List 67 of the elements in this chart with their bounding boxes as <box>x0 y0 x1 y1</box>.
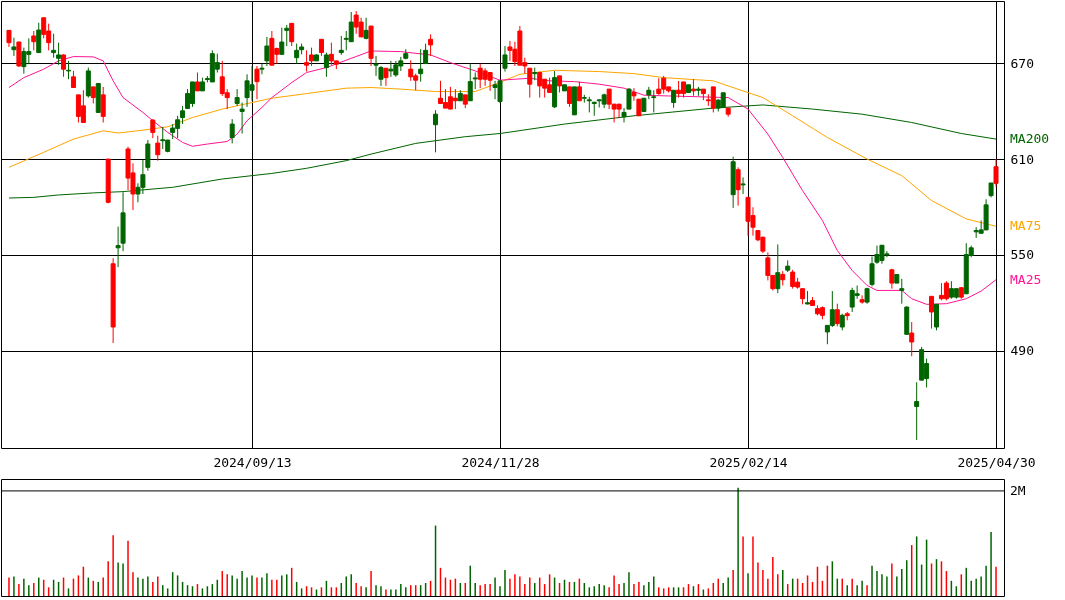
candlestick <box>56 42 62 66</box>
candlestick <box>284 24 290 47</box>
candlestick <box>775 243 781 294</box>
candlestick <box>909 321 915 357</box>
series-label: MA200 <box>1010 131 1050 147</box>
candlestick <box>735 166 741 207</box>
candlestick <box>348 11 354 43</box>
y-tick-label: 610 <box>1010 151 1034 167</box>
y-tick-label: 490 <box>1010 343 1034 359</box>
candlestick <box>502 45 508 73</box>
candlestick <box>467 63 473 102</box>
candlestick <box>41 17 47 39</box>
line-series <box>8 50 997 305</box>
candlestick <box>51 33 57 59</box>
candlestick <box>264 36 270 67</box>
line-series <box>8 69 997 227</box>
candlestick <box>11 37 17 57</box>
candlestick <box>31 30 37 51</box>
candlestick <box>304 49 310 73</box>
candlestick <box>155 135 161 162</box>
candlestick <box>180 105 186 125</box>
candlestick <box>943 280 949 301</box>
candlestick <box>537 71 543 99</box>
candlestick <box>899 278 905 305</box>
candlestick <box>279 27 285 55</box>
candlestick <box>527 67 533 99</box>
candlestick <box>423 43 429 65</box>
candlestick <box>606 88 612 110</box>
x-tick-label: 2024/09/13 <box>213 454 292 470</box>
candlestick <box>418 48 424 83</box>
candlestick <box>289 22 295 47</box>
series-label: MA75 <box>1010 218 1042 234</box>
candlestick <box>16 41 22 68</box>
candlestick <box>790 269 796 290</box>
candlestick <box>254 65 260 100</box>
candlestick <box>100 86 106 123</box>
y-tick-label: 670 <box>1010 55 1034 71</box>
candlestick <box>433 109 439 153</box>
candlestick <box>576 81 582 102</box>
candlestick <box>36 22 42 54</box>
ref-line-label: 2M <box>1010 482 1026 498</box>
candlestick <box>338 35 344 56</box>
candlestick <box>740 176 746 195</box>
x-tick-label: 2025/02/14 <box>709 454 788 470</box>
x-tick-label: 2025/04/30 <box>957 454 1036 470</box>
candlestick <box>229 118 235 144</box>
candlestick <box>80 89 86 123</box>
candlestick <box>929 295 935 330</box>
candlestick <box>259 63 265 75</box>
candlestick <box>914 381 920 441</box>
candlestick <box>150 118 156 139</box>
candlestick <box>294 43 300 65</box>
candlestick <box>710 86 716 113</box>
candlestick <box>428 33 434 57</box>
candlestick <box>507 40 513 62</box>
candlestick <box>834 303 840 327</box>
candlestick <box>993 158 999 188</box>
candlestick <box>323 52 329 78</box>
candlestick <box>160 126 166 150</box>
candlestick <box>408 59 414 82</box>
candlestick <box>859 294 865 305</box>
candlestick <box>194 72 200 92</box>
y-tick-label: 550 <box>1010 247 1034 263</box>
x-tick-label: 2024/11/28 <box>461 454 540 470</box>
series-label: MA25 <box>1010 271 1042 287</box>
candlestick <box>66 60 71 80</box>
candlestick <box>934 303 939 331</box>
